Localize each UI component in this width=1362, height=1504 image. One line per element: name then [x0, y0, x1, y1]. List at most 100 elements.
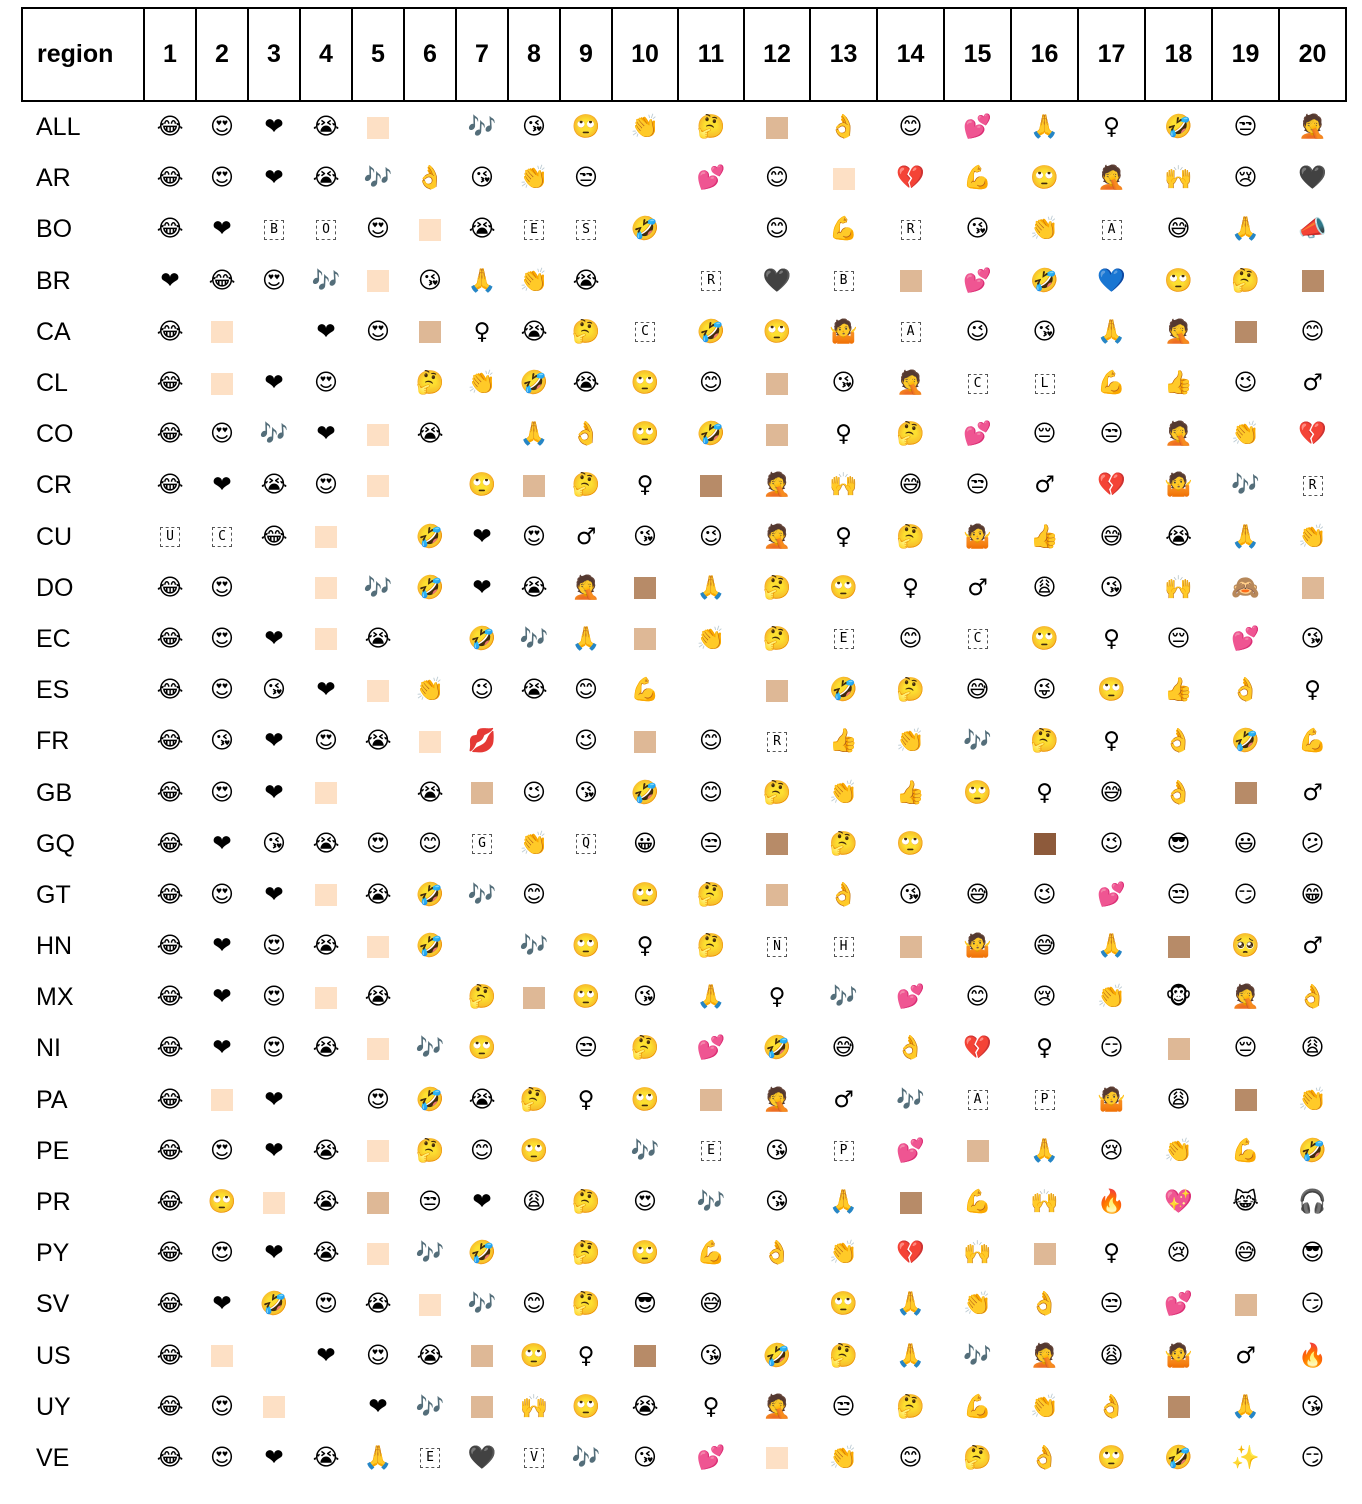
emoji-cell: 🎶 — [363, 165, 393, 192]
emoji-cell: 😭 — [364, 881, 392, 908]
emoji-cell — [678, 460, 744, 511]
emoji-cell — [1212, 307, 1279, 358]
regional-indicator-box: A — [967, 1090, 988, 1111]
emoji-cell: 👏 — [1030, 1393, 1059, 1420]
emoji-cell — [404, 204, 456, 255]
emoji-cell: 😂 — [156, 1444, 184, 1471]
table-row: CR 😂 ❤ 😭 😍 🙄 🤔 ♀ 🤦 🙌 😅 😒 ♂ 💔 🤷 🎶 R — [22, 460, 1346, 511]
emoji-cell: 😔 — [1233, 1035, 1258, 1062]
emoji-cell: 😅 — [1166, 216, 1191, 243]
emoji-cell: 🤣 — [415, 523, 445, 550]
emoji-cell: 🙏 — [1097, 933, 1126, 960]
skin-tone-swatch — [1234, 1293, 1257, 1316]
region-label: EC — [36, 624, 71, 653]
emoji-cell: 🙄 — [630, 370, 660, 397]
emoji-cell: 🙏 — [1030, 114, 1059, 141]
emoji-cell: 🙏 — [896, 1291, 925, 1318]
emoji-cell: 🤦 — [1164, 318, 1193, 345]
emoji-cell: 😍 — [262, 933, 286, 960]
emoji-cell: 👏 — [963, 1291, 992, 1318]
emoji-cell — [404, 460, 456, 511]
emoji-cell — [352, 358, 404, 409]
emoji-cell — [1212, 1279, 1279, 1330]
emoji-cell — [300, 1075, 352, 1126]
regional-indicator-box: H — [833, 936, 854, 957]
emoji-cell: 👌 — [415, 165, 445, 192]
emoji-cell: R — [877, 204, 944, 255]
emoji-cell: 🤔 — [829, 1342, 858, 1369]
emoji-cell: 😭 — [312, 1444, 340, 1471]
emoji-cell: 😂 — [156, 1189, 184, 1216]
skin-tone-swatch — [634, 1345, 656, 1368]
emoji-cell: ♂ — [833, 1086, 854, 1113]
emoji-cell: 😉 — [1099, 830, 1124, 857]
emoji-cell: 👍 — [829, 728, 858, 755]
emoji-cell: 😍 — [210, 1137, 234, 1164]
table-row: BO 😂 ❤ B O 😍 😭 E S 🤣 😊 💪 R 😘 👏 A 😅 🙏 📣 — [22, 204, 1346, 255]
emoji-cell: 😘 — [633, 984, 657, 1011]
emoji-cell: ♀ — [577, 1086, 595, 1113]
region-label: PR — [36, 1188, 71, 1217]
emoji-cell: 😭 — [572, 370, 600, 397]
emoji-cell: 💙 — [1097, 267, 1126, 294]
emoji-cell: 🖤 — [1298, 165, 1327, 192]
emoji-cell: 😍 — [210, 881, 234, 908]
emoji-cell: 😭 — [364, 625, 392, 652]
emoji-cell: 💕 — [896, 984, 925, 1011]
emoji-cell: 😘 — [633, 523, 657, 550]
emoji-cell: 👍 — [1164, 370, 1193, 397]
emoji-cell: 🙏 — [696, 984, 726, 1011]
skin-tone-swatch — [367, 116, 389, 139]
emoji-cell: ♀ — [702, 1393, 720, 1420]
emoji-cell: 💕 — [1097, 881, 1126, 908]
emoji-cell — [300, 512, 352, 563]
emoji-cell: 💋 — [467, 728, 497, 755]
emoji-cell: 😍 — [314, 728, 338, 755]
emoji-cell: 😀 — [633, 830, 657, 857]
emoji-cell: 🤣 — [415, 1086, 445, 1113]
emoji-cell: 🙄 — [1097, 677, 1126, 704]
region-label: VE — [36, 1443, 70, 1472]
emoji-cell — [352, 1023, 404, 1074]
region-label: GQ — [36, 829, 75, 858]
emoji-cell: 😭 — [312, 1240, 340, 1267]
skin-tone-swatch — [523, 986, 545, 1009]
emoji-cell: 🤣 — [696, 318, 726, 345]
emoji-cell: 😘 — [965, 216, 990, 243]
emoji-cell — [248, 1331, 300, 1382]
emoji-cell: 🤔 — [1030, 728, 1059, 755]
emoji-cell: 😉 — [1032, 881, 1057, 908]
emoji-cell: ❤ — [212, 830, 232, 857]
emoji-cell: 😅 — [1233, 1240, 1258, 1267]
emoji-cell: 💔 — [1298, 421, 1327, 448]
skin-tone-swatch — [899, 935, 922, 958]
emoji-cell: ♂ — [575, 523, 597, 550]
header-rank-16: 16 — [1010, 7, 1079, 102]
emoji-cell: 😭 — [416, 1342, 444, 1369]
emoji-cell: 🤷 — [963, 933, 992, 960]
emoji-cell: 😁 — [1300, 881, 1325, 908]
emoji-cell: ♀ — [473, 318, 491, 345]
emoji-cell: 💕 — [896, 1137, 925, 1164]
region-label: NI — [36, 1034, 61, 1063]
regional-indicator-box: B — [833, 271, 854, 292]
emoji-cell — [508, 972, 560, 1023]
emoji-cell: 😘 — [1300, 625, 1325, 652]
regional-indicator-box: R — [767, 731, 787, 752]
emoji-cell: 👏 — [829, 1444, 858, 1471]
regional-indicator-box: P — [1034, 1090, 1055, 1111]
skin-tone-swatch — [419, 730, 441, 753]
emoji-cell: 🙄 — [571, 933, 601, 960]
skin-tone-swatch — [263, 1191, 285, 1214]
emoji-cell: 🤔 — [896, 1393, 925, 1420]
emoji-cell: 💪 — [963, 165, 992, 192]
emoji-cell: 🙄 — [762, 318, 792, 345]
emoji-cell — [352, 1126, 404, 1177]
emoji-cell: 😩 — [1166, 1086, 1191, 1113]
emoji-cell: 🤔 — [896, 421, 925, 448]
emoji-cell — [612, 1331, 678, 1382]
emoji-cell: 😂 — [156, 779, 184, 806]
skin-tone-swatch — [367, 270, 389, 293]
emoji-cell: 🙄 — [571, 1393, 601, 1420]
skin-tone-swatch — [766, 116, 788, 139]
